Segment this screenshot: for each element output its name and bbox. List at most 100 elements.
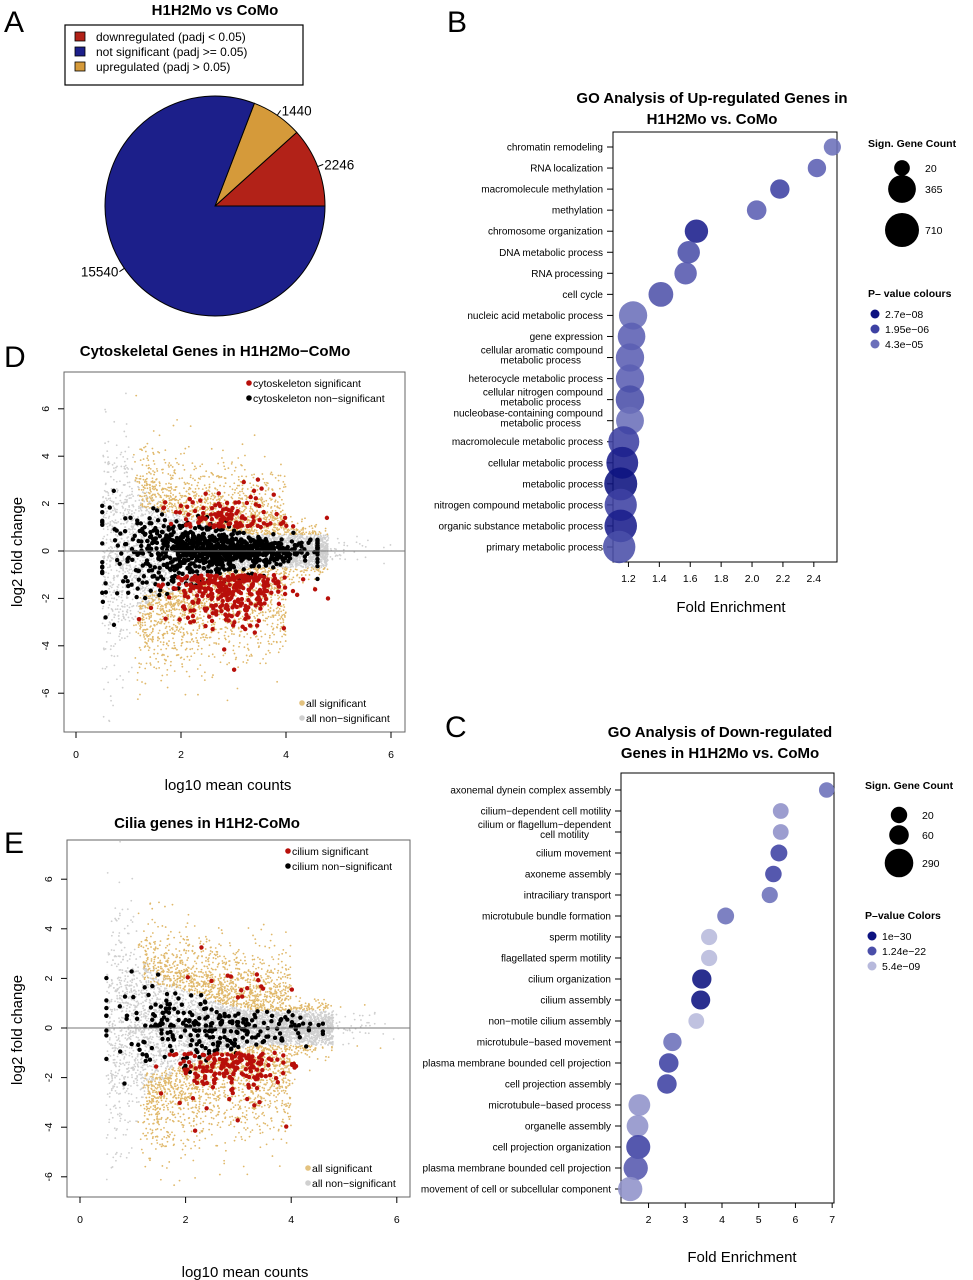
gene-point-sig — [174, 602, 177, 605]
gene-point-nonsig — [105, 512, 108, 515]
gene-point-nonsig — [106, 510, 108, 513]
term-label: axoneme assembly — [525, 870, 611, 881]
gene-point-nonsig — [103, 535, 106, 538]
gene-point-nonsig — [120, 628, 123, 631]
gene-point-nonsig — [253, 536, 256, 538]
gene-point-nonsig — [126, 611, 129, 614]
panel-a-pie-chart: H1H2Mo vs CoMo downregulated (padj < 0.0… — [64, 2, 354, 317]
gene-point-nonsig — [301, 565, 303, 568]
gene-point-nonsig — [176, 533, 179, 536]
legend-label: upregulated (padj > 0.05) — [96, 60, 230, 74]
gene-point-nonsig — [324, 564, 327, 567]
gene-point-nonsig — [336, 537, 339, 540]
gene-point-nonsig — [123, 460, 126, 463]
gene-point-nonsig — [132, 604, 135, 607]
gene-point-nonsig — [117, 604, 119, 607]
gene-point-nonsig — [123, 467, 126, 470]
gene-point-nonsig — [121, 560, 124, 562]
gene-point-nonsig — [134, 564, 137, 567]
gene-point-sig — [264, 516, 267, 519]
gene-point-nonsig — [107, 554, 110, 556]
gene-point-sig — [178, 498, 181, 501]
gene-point-sig — [170, 486, 173, 488]
gene-point-nonsig — [129, 564, 131, 567]
gene-point-nonsig — [102, 715, 105, 718]
gene-point-nonsig — [128, 531, 131, 534]
gene-point-nonsig — [324, 553, 327, 556]
gene-point-nonsig — [132, 588, 135, 591]
gene-point-sig — [136, 698, 139, 701]
x-tick-label: 2.4 — [807, 573, 822, 585]
term-bubble — [717, 907, 735, 925]
gene-point-nonsig — [147, 584, 150, 586]
gene-point-nonsig — [164, 527, 167, 530]
gene-point-nonsig — [113, 616, 116, 619]
term-bubble — [684, 219, 709, 243]
gene-point-nonsig — [310, 558, 313, 561]
gene-point-nonsig — [177, 517, 180, 520]
gene-point-nonsig — [116, 508, 118, 511]
gene-point-nonsig — [299, 564, 302, 567]
gene-point-nonsig — [136, 525, 139, 528]
panel-letter-a: A — [4, 6, 24, 39]
gene-point-sig — [326, 533, 329, 536]
gene-point-nonsig — [107, 576, 109, 579]
gene-point-sig — [147, 645, 149, 647]
gene-point-nonsig — [313, 534, 316, 537]
term-label: cell motility — [540, 830, 589, 841]
gene-point-sig — [142, 634, 145, 636]
panel-letter-d: D — [4, 341, 26, 374]
gene-point-nonsig — [114, 643, 117, 645]
gene-point-sig — [152, 603, 155, 606]
gene-point-nonsig — [126, 481, 129, 484]
gene-point-sig — [303, 571, 305, 574]
go-down-title-line2: Genes in H1H2Mo vs. CoMo — [621, 745, 819, 762]
gene-point-nonsig — [104, 483, 107, 486]
gene-point-nonsig — [102, 688, 105, 691]
gene-point-nonsig — [117, 502, 120, 505]
gene-point-nonsig — [320, 564, 322, 567]
gene-point-nonsig — [312, 555, 315, 558]
gene-point-nonsig — [125, 471, 128, 474]
gene-point-nonsig — [158, 522, 161, 525]
gene-point-nonsig — [110, 645, 113, 647]
term-bubble — [692, 969, 712, 989]
gene-point-nonsig — [113, 420, 116, 423]
gene-point-nonsig — [166, 558, 169, 561]
gene-point-nonsig — [153, 571, 155, 574]
gene-point-sig — [308, 525, 311, 528]
gene-point-nonsig — [125, 435, 128, 438]
term-label: flagellated sperm motility — [501, 954, 611, 965]
gene-point-nonsig — [270, 564, 273, 566]
gene-point-nonsig — [358, 542, 361, 545]
gene-point-nonsig — [323, 555, 326, 557]
term-label: cellular metabolic process — [488, 458, 603, 469]
gene-point-nonsig — [137, 566, 140, 569]
gene-point-nonsig — [131, 577, 134, 580]
gene-point-nonsig — [108, 462, 111, 465]
gene-point-nonsig — [123, 514, 125, 516]
gene-point-nonsig — [107, 627, 110, 630]
gene-point-sig — [146, 442, 149, 445]
gene-point-sig — [275, 572, 278, 575]
term-bubble — [765, 865, 782, 883]
gene-point-nonsig — [137, 610, 140, 613]
gene-point-nonsig — [131, 598, 134, 601]
gene-point-nonsig — [108, 604, 111, 606]
gene-point-nonsig — [156, 514, 159, 517]
gene-point-sig — [158, 603, 161, 606]
gene-point-nonsig — [112, 530, 115, 533]
x-tick-label: 1.2 — [621, 573, 636, 585]
gene-point-nonsig — [124, 483, 126, 486]
gene-point-sig — [151, 640, 154, 643]
gene-point-sig — [300, 520, 303, 523]
term-bubble — [772, 824, 789, 840]
gene-point-sig — [245, 512, 247, 515]
gene-point-nonsig — [148, 578, 151, 581]
gene-point-nonsig — [122, 522, 125, 525]
gene-point-nonsig — [310, 547, 312, 550]
gene-point-nonsig — [109, 564, 111, 567]
gene-point-sig — [186, 482, 189, 484]
gene-point-nonsig — [129, 566, 132, 568]
gene-point-nonsig — [149, 592, 152, 595]
